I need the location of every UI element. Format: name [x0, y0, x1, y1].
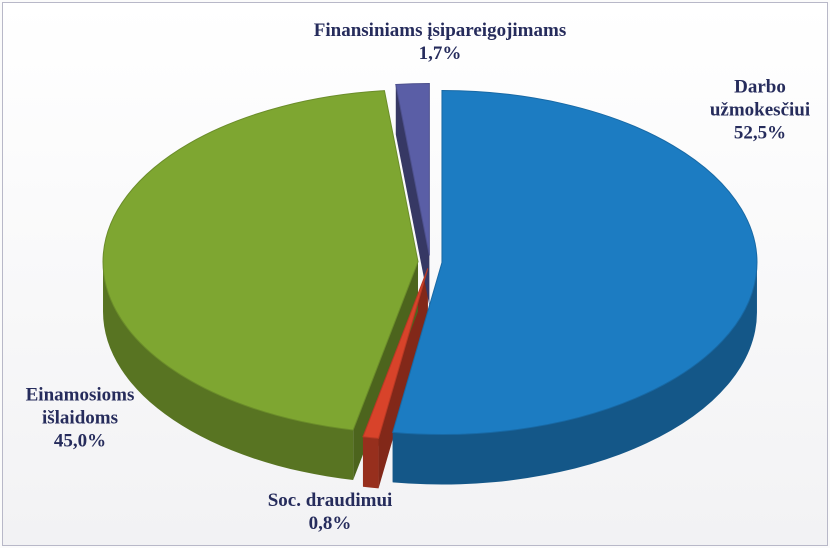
- slice: [392, 90, 758, 435]
- slice-wall: [395, 84, 430, 306]
- category-label: Darbo užmokesčiui: [709, 76, 811, 121]
- category-label: Finansiniams įsipareigojimams: [313, 20, 567, 41]
- category-label: Soc. draudimui: [267, 490, 393, 511]
- slice-label: Einamosioms išlaidoms 45,0%: [5, 384, 155, 453]
- slice: [362, 268, 429, 439]
- value-label: 1,7%: [418, 43, 462, 64]
- category-label: Einamosioms išlaidoms: [25, 384, 135, 429]
- slice-tops: [102, 82, 758, 439]
- value-label: 0,8%: [308, 513, 352, 534]
- slice-label: Soc. draudimui 0,8%: [230, 489, 430, 535]
- slice-label: Darbo užmokesčiui 52,5%: [685, 76, 830, 145]
- slice-side: [362, 436, 379, 489]
- slice-label: Finansiniams įsipareigojimams 1,7%: [260, 19, 620, 65]
- slice-side: [103, 261, 354, 480]
- slice-side: [392, 262, 757, 485]
- value-label: 52,5%: [733, 122, 787, 144]
- value-label: 45,0%: [53, 430, 107, 452]
- slice: [102, 90, 419, 431]
- slice-sides: [103, 261, 757, 489]
- slice: [395, 82, 430, 256]
